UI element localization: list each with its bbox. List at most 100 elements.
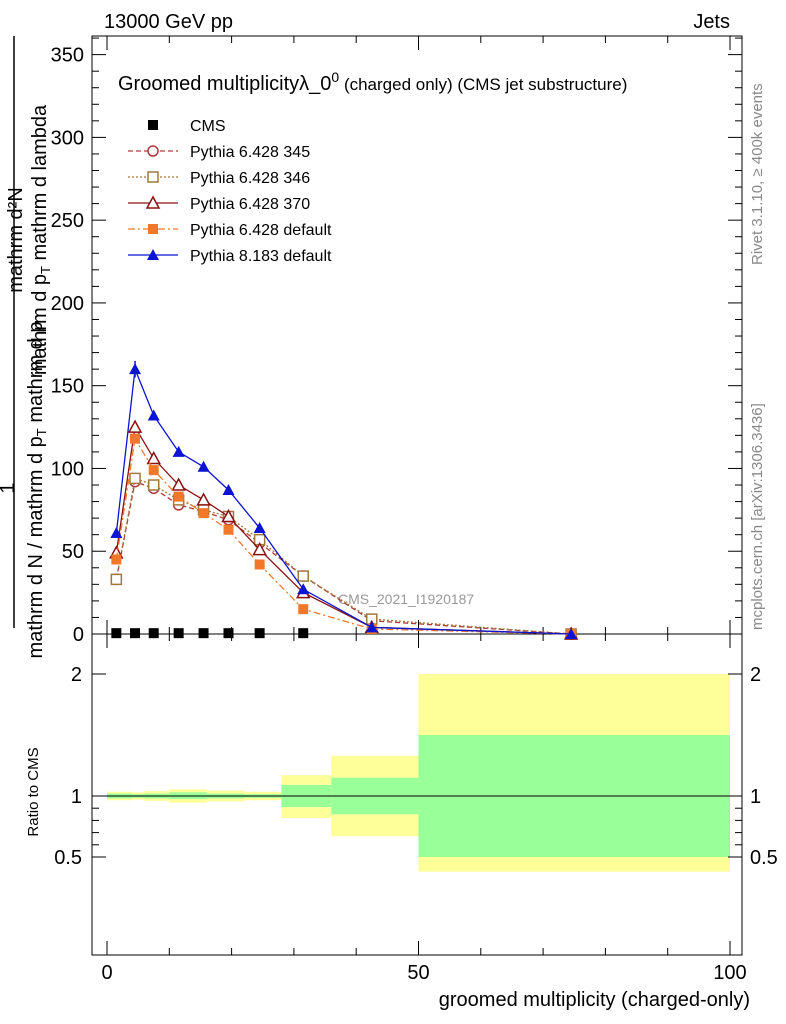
data-point [252, 542, 267, 556]
y-tick-label: 250 [51, 210, 84, 232]
x-axis-label: groomed multiplicity (charged-only) [439, 989, 750, 1011]
ratio-bands [107, 674, 730, 872]
title-sup: 0 [331, 69, 339, 85]
header-right: Jets [693, 11, 730, 33]
x-tick-label: 0 [101, 962, 112, 984]
y-axis-label: mathrm d²N mathrm d pT mathrm d lambda 1… [0, 36, 53, 658]
legend-label: Pythia 6.428 345 [190, 144, 310, 161]
y-tick-label: 300 [51, 127, 84, 149]
data-point [130, 628, 141, 639]
legend-marker [147, 249, 159, 260]
legend-marker [147, 145, 159, 157]
series-cms [111, 628, 309, 639]
data-point [254, 628, 265, 639]
data-point [110, 527, 123, 539]
legend-marker [147, 171, 159, 183]
data-point [297, 583, 310, 595]
legend-marker [145, 195, 161, 209]
x-tick-label: 100 [713, 962, 746, 984]
ratio-axes: 0.5 0.5 1 1 2 2 0 50 100 [54, 634, 778, 984]
ratio-y-tick-label-right: 2 [750, 664, 761, 686]
ylabel-one: 1 [0, 482, 19, 493]
ratio-y-tick-label: 2 [71, 664, 82, 686]
data-point [111, 628, 122, 639]
data-point [172, 445, 185, 457]
data-point [298, 628, 309, 639]
series-line [115, 368, 572, 635]
mcplots-info: mcplots.cern.ch [arXiv:1306.3436] [749, 403, 766, 630]
data-point [127, 419, 143, 433]
data-point [223, 524, 234, 535]
data-point [196, 492, 211, 506]
legend-label: Pythia 6.428 370 [190, 196, 310, 213]
data-point [129, 472, 141, 485]
data-point [297, 570, 309, 582]
data-point [198, 508, 209, 519]
legend-marker [148, 224, 158, 234]
ylabel-denominator: mathrm d N / mathrm d pT mathrm d p [25, 322, 49, 659]
title-main: Groomed multiplicityλ_0 [118, 73, 331, 95]
data-point [223, 628, 234, 639]
legend-item: Pythia 6.428 345 [128, 144, 310, 161]
data-point [254, 559, 265, 570]
data-point [148, 628, 159, 639]
chart-title: Groomed multiplicityλ_00 (charged only) … [118, 69, 627, 95]
legend-label: Pythia 6.428 default [190, 222, 332, 239]
legend-item: Pythia 8.183 default [128, 248, 332, 265]
data-point [110, 573, 123, 586]
data-point [147, 479, 160, 491]
ratio-y-tick-label: 0.5 [54, 847, 82, 869]
series-pythia-6-428-default [111, 433, 577, 639]
y-tick-label: 0 [73, 624, 84, 646]
data-point [365, 621, 378, 633]
ylabel-numerator-2: mathrm d pT mathrm d lambda [29, 104, 53, 375]
data-point [171, 477, 186, 491]
data-point [222, 483, 235, 495]
ylabel-numerator-1: mathrm d²N [5, 187, 27, 293]
y-tick-label: 200 [51, 293, 84, 315]
legend: CMS Pythia 6.428 345 Pythia 6.428 346 Pythi… [128, 118, 332, 265]
ratio-y-label: Ratio to CMS [25, 747, 42, 836]
data-point [130, 433, 141, 444]
legend-label: Pythia 6.428 346 [190, 170, 310, 187]
y-tick-label: 100 [51, 458, 84, 480]
legend-item: Pythia 6.428 346 [128, 170, 310, 187]
main-axes: 0 50 100 150 200 250 300 350 [51, 36, 742, 646]
data-point [148, 465, 159, 476]
legend-label: CMS [190, 118, 226, 135]
legend-marker [148, 120, 158, 130]
data-point [253, 522, 266, 534]
analysis-watermark: CMS_2021_I1920187 [338, 591, 474, 607]
ratio-plot-frame [91, 633, 743, 956]
data-point [565, 628, 578, 639]
data-point [173, 628, 184, 639]
data-point [197, 460, 210, 472]
legend-label: Pythia 8.183 default [190, 248, 332, 265]
legend-item: Pythia 6.428 370 [128, 195, 310, 213]
y-tick-label: 50 [62, 541, 84, 563]
y-tick-label: 150 [51, 376, 84, 398]
data-point [221, 508, 236, 523]
data-point [173, 491, 184, 502]
data-point [146, 450, 161, 465]
series-group [109, 360, 579, 640]
data-point [298, 604, 309, 615]
series-line [115, 425, 572, 635]
data-point [198, 628, 209, 639]
data-point [111, 554, 122, 565]
x-tick-label: 50 [407, 962, 429, 984]
series-pythia-8-183-default [110, 363, 578, 639]
title-tail: (charged only) (CMS jet substructure) [339, 75, 627, 94]
legend-item: Pythia 6.428 default [128, 222, 332, 239]
series-line [115, 480, 572, 635]
data-point [147, 409, 160, 421]
ratio-y-tick-label-right: 1 [750, 786, 761, 808]
series-line [115, 436, 572, 635]
ratio-y-tick-label: 1 [71, 786, 82, 808]
y-tick-label: 350 [51, 45, 84, 67]
series-line [115, 477, 572, 635]
ratio-y-tick-label-right: 0.5 [750, 847, 778, 869]
rivet-info: Rivet 3.1.10, ≥ 400k events [749, 83, 766, 265]
header-left: 13000 GeV pp [104, 11, 233, 33]
